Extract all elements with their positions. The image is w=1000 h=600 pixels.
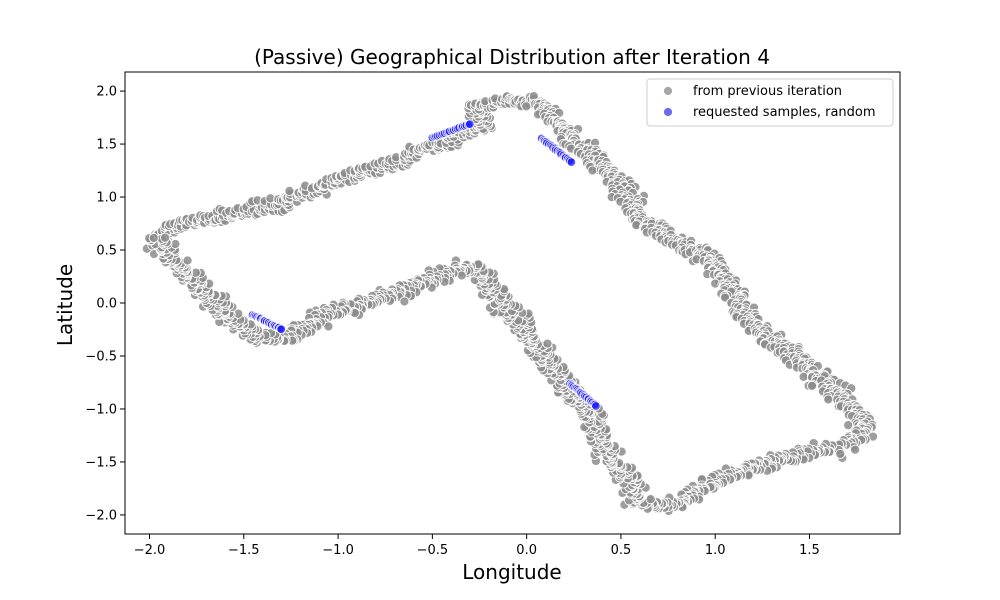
requested-sample-point <box>591 401 601 411</box>
legend-marker-requested <box>663 107 673 117</box>
x-tick-label: 1.0 <box>705 543 726 558</box>
x-tick-label: 0.5 <box>611 543 632 558</box>
previous-sample-point <box>798 371 809 382</box>
x-tick-label: −1.0 <box>322 543 354 558</box>
x-tick-label: −1.5 <box>228 543 260 558</box>
y-tick-label: −1.5 <box>85 455 117 470</box>
previous-sample-point <box>521 101 532 112</box>
y-tick-label: −1.0 <box>85 402 117 417</box>
y-tick-label: 1.5 <box>96 138 117 153</box>
x-tick-label: −2.0 <box>134 543 166 558</box>
requested-sample-point <box>276 324 286 335</box>
previous-sample-point <box>835 448 846 459</box>
y-tick-label: 0.0 <box>96 297 117 312</box>
legend: from previous iteration requested sample… <box>646 78 894 127</box>
previous-sample-point <box>806 380 818 391</box>
y-tick-label: 1.0 <box>96 191 117 206</box>
x-tick-label: −0.5 <box>417 543 449 558</box>
y-tick-label: 0.5 <box>96 244 117 259</box>
x-axis-label: Longitude <box>462 560 561 584</box>
y-axis: 2.0 1.5 1.0 0.5 0.0 −0.5 −1.0 −1.5 −2.0 <box>85 85 125 523</box>
previous-sample-point <box>850 444 861 455</box>
previous-sample-point <box>542 338 553 349</box>
x-tick-label: 0.0 <box>516 543 537 558</box>
legend-marker-previous <box>663 86 673 96</box>
requested-sample-point <box>465 119 475 129</box>
y-tick-label: 2.0 <box>96 85 117 100</box>
y-tick-label: −2.0 <box>85 508 117 523</box>
x-tick-label: 1.5 <box>799 543 820 558</box>
previous-sample-point <box>399 296 410 307</box>
y-tick-label: −0.5 <box>85 349 117 364</box>
previous-sample-point <box>823 394 834 405</box>
chart-title: (Passive) Geographical Distribution afte… <box>254 45 770 69</box>
points-layer <box>141 91 879 516</box>
y-axis-label: Latitude <box>53 264 77 346</box>
previous-sample-point <box>182 255 193 266</box>
x-axis: −2.0 −1.5 −1.0 −0.5 0.0 0.5 1.0 1.5 <box>134 534 820 558</box>
legend-box <box>646 78 894 127</box>
legend-label-requested: requested samples, random <box>693 105 876 120</box>
legend-label-previous: from previous iteration <box>693 84 842 99</box>
previous-sample-point <box>587 165 598 176</box>
previous-sample-point <box>148 232 159 244</box>
previous-sample-point <box>645 494 656 505</box>
previous-sample-point <box>160 232 171 243</box>
requested-sample-point <box>566 157 577 167</box>
